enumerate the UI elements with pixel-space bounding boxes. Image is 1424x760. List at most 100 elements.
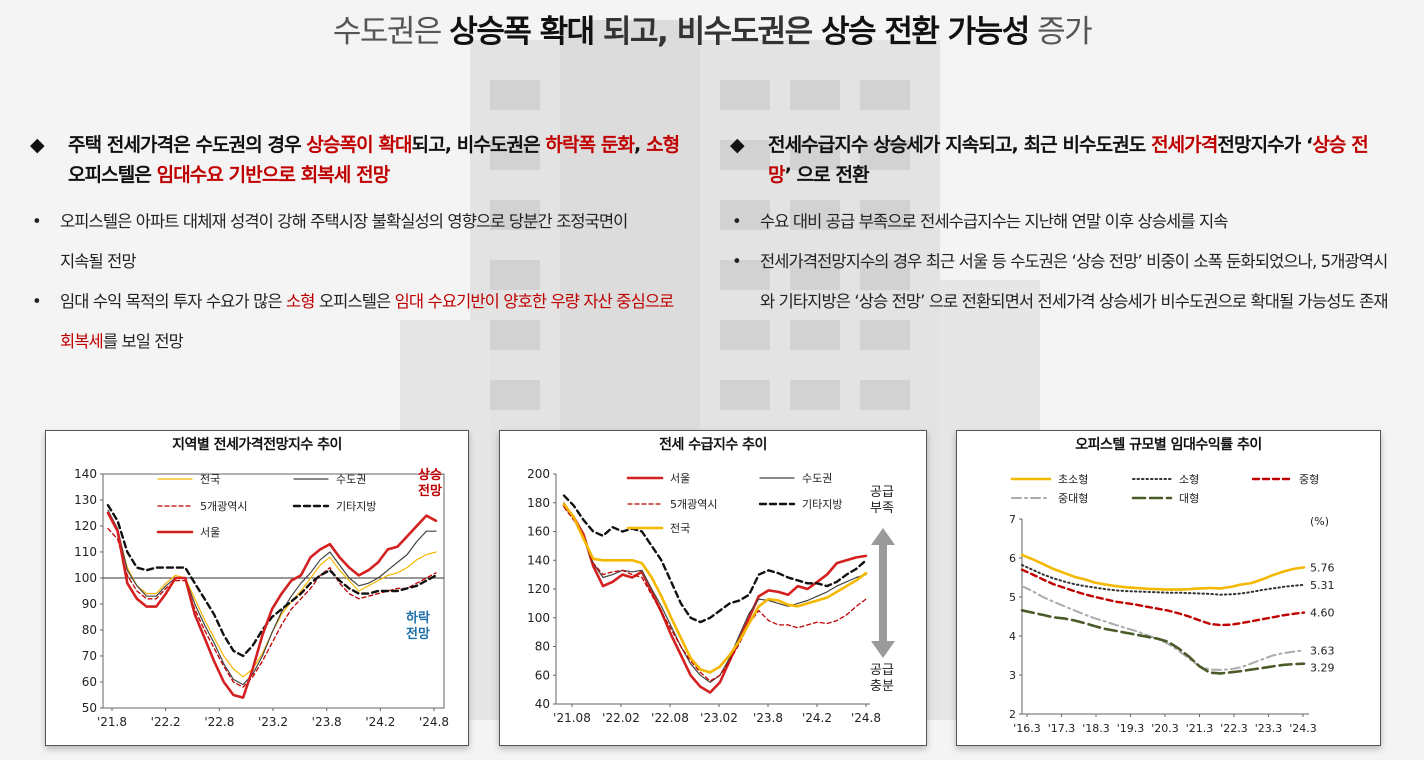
chart-jeonse-outlook: 50 60 70 80 90 100 110 120 130 140 '21.8 '22.2 '22.8… [74, 467, 449, 729]
bullet-dot-icon: • [732, 252, 742, 271]
series-line-중형 [1020, 568, 1306, 627]
y-tick-label: 3 [1009, 669, 1016, 682]
y-tick-label: 60 [535, 668, 550, 682]
y-tick-label: 60 [82, 675, 97, 689]
series-line-수도권 [107, 509, 437, 686]
legend-label-5개광역시: 5개광역시 [670, 498, 717, 511]
end-value-label: 4.60 [1310, 607, 1335, 620]
unit-label: (%) [1310, 515, 1329, 528]
series-line-대형 [1020, 609, 1306, 675]
left-lead: ◆ 주택 전세가격은 수도권의 경우 상승폭이 확대되고, 비수도권은 하락폭 … [30, 130, 690, 190]
x-tick-label: '20.3 [1151, 722, 1179, 735]
y-tick-label: 100 [74, 571, 97, 585]
end-value-label: 3.63 [1310, 644, 1335, 657]
legend-label-기타지방: 기타지방 [336, 500, 376, 513]
y-tick-label: 5 [1009, 591, 1016, 604]
y-tick-label: 200 [527, 467, 550, 481]
y-tick-label: 140 [527, 553, 550, 567]
end-value-label: 3.29 [1310, 662, 1335, 675]
series-line-전국 [562, 502, 868, 674]
arrow-up-icon [871, 528, 895, 545]
legend-label-대형: 대형 [1179, 492, 1199, 505]
chart-panel-supply-demand: 전세 수급지수 추이 40 60 80 100 120 140 160 180 200 '21.0… [499, 430, 927, 746]
y-tick-label: 50 [82, 701, 97, 715]
y-tick-label: 70 [82, 649, 97, 663]
page-title: 수도권은 상승폭 확대 되고, 비수도권은 상승 전환 가능성 증가 [332, 14, 1093, 50]
x-tick-label: '21.3 [1186, 722, 1214, 735]
y-tick-label: 110 [74, 545, 97, 559]
end-value-label: 5.76 [1310, 561, 1335, 574]
x-tick-label: '23.8 [312, 715, 342, 729]
annotation-up: 전망 [418, 483, 442, 499]
y-tick-label: 160 [527, 525, 550, 539]
y-tick-label: 6 [1009, 552, 1016, 565]
y-tick-label: 80 [82, 623, 97, 637]
x-tick-label: '22.8 [204, 715, 234, 729]
legend-label-초소형: 초소형 [1058, 473, 1088, 486]
y-tick-label: 180 [527, 496, 550, 510]
annotation-up: 상승 [418, 468, 442, 483]
annotation-down: 공급 [870, 663, 894, 678]
series-line-중대형 [1021, 585, 1305, 671]
x-tick-label: '16.3 [1013, 722, 1041, 735]
y-tick-label: 120 [74, 519, 97, 533]
legend-label-전국: 전국 [670, 522, 690, 535]
legend-label-기타지방: 기타지방 [802, 498, 842, 511]
x-tick-label: '22.08 [651, 711, 689, 725]
series-line-5개광역시 [563, 506, 867, 682]
left-bullet-2: • 임대 수익 목적의 투자 수요가 많은 소형 오피스텔은 임대 수요기반이 … [30, 282, 690, 362]
x-tick-label: '17.3 [1048, 722, 1076, 735]
chart-officetel-yield: 2 3 4 5 6 7 '16.3 '17.3 '18.3 '19.3 '20.3 '21.3 '22.… [1009, 473, 1335, 735]
series-line-기타지방 [106, 503, 438, 658]
series-line-소형 [1021, 564, 1305, 596]
legend-label-전국: 전국 [200, 473, 220, 486]
annotation-down: 전망 [406, 626, 430, 642]
legend-label-중형: 중형 [1299, 473, 1319, 486]
x-tick-label: '24.8 [419, 715, 449, 729]
x-tick-label: '22.2 [151, 715, 181, 729]
y-tick-label: 4 [1009, 630, 1016, 643]
x-tick-label: '21.8 [97, 715, 127, 729]
series-line-5개광역시 [107, 527, 437, 688]
x-tick-label: '24.2 [365, 715, 395, 729]
legend-label-5개광역시: 5개광역시 [200, 500, 247, 513]
x-tick-label: '23.3 [1255, 722, 1283, 735]
right-section: ◆ 전세수급지수 상승세가 지속되고, 최근 비수도권도 전세가격전망지수가 ‘… [730, 130, 1390, 322]
y-tick-label: 140 [74, 467, 97, 481]
annotation-down: 충분 [870, 679, 894, 694]
x-tick-label: '24.8 [851, 711, 881, 725]
annotation-up: 부족 [870, 501, 894, 516]
series-line-서울 [106, 511, 438, 699]
x-tick-label: '23.2 [258, 715, 288, 729]
legend-label-중대형: 중대형 [1058, 492, 1088, 505]
y-tick-label: 80 [535, 640, 550, 654]
series-line-전국 [107, 509, 437, 678]
series-line-수도권 [563, 502, 867, 683]
x-tick-label: '19.3 [1117, 722, 1145, 735]
x-tick-label: '18.3 [1082, 722, 1110, 735]
legend-label-서울: 서울 [670, 472, 690, 485]
chart-panel-jeonse-outlook: 지역별 전세가격전망지수 추이 50 60 70 80 90 100 110 120 130 14… [45, 430, 469, 746]
legend-label-소형: 소형 [1179, 473, 1199, 486]
left-bullet-1: • 오피스텔은 아파트 대체재 성격이 강해 주택시장 불확실성의 영향으로 당… [30, 202, 690, 282]
x-tick-label: '21.08 [553, 711, 591, 725]
series-line-기타지방 [562, 494, 868, 624]
left-section: ◆ 주택 전세가격은 수도권의 경우 상승폭이 확대되고, 비수도권은 하락폭 … [30, 130, 690, 362]
y-tick-label: 130 [74, 493, 97, 507]
x-tick-label: '23.02 [700, 711, 738, 725]
chart-title: 지역별 전세가격전망지수 추이 [172, 437, 342, 453]
y-tick-label: 120 [527, 582, 550, 596]
bullet-dot-icon: • [32, 292, 42, 311]
bullet-dot-icon: • [732, 212, 742, 231]
y-tick-label: 7 [1009, 513, 1016, 526]
y-tick-label: 2 [1009, 708, 1016, 721]
chart-panel-officetel-yield: 오피스텔 규모별 임대수익률 추이 2 3 4 5 6 7 '16.3 '17.3 '18.3 '… [956, 430, 1381, 746]
arrow-down-icon [871, 641, 895, 658]
chart-supply-demand: 40 60 80 100 120 140 160 180 200 '21.08 '22.02 '22.… [527, 467, 895, 725]
annotation-down: 하락 [406, 610, 430, 626]
x-tick-label: '22.3 [1220, 722, 1248, 735]
y-tick-label: 100 [527, 611, 550, 625]
x-tick-label: '22.02 [602, 711, 640, 725]
y-tick-label: 90 [82, 597, 97, 611]
right-lead: ◆ 전세수급지수 상승세가 지속되고, 최근 비수도권도 전세가격전망지수가 ‘… [730, 130, 1390, 190]
